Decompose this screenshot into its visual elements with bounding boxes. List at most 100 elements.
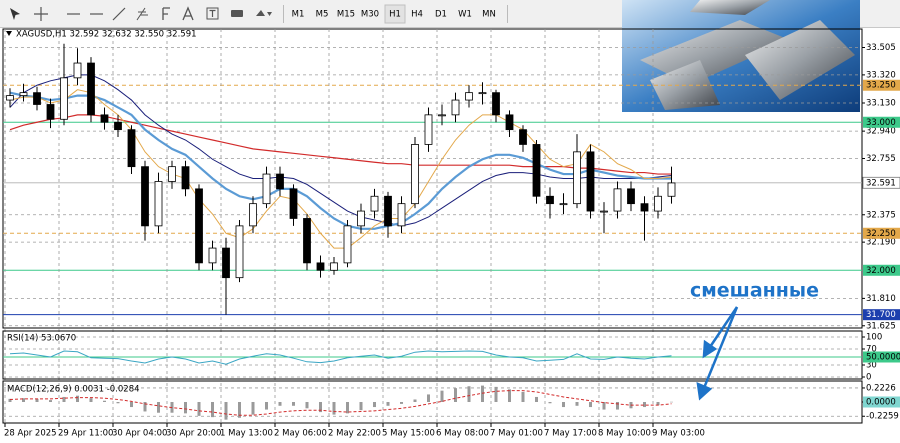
price-box-label: 31.700 <box>866 310 896 320</box>
x-tick-label: 7 May 01:00 <box>490 429 543 439</box>
candle-body <box>208 247 217 264</box>
timeframe-button[interactable]: MN <box>482 10 496 20</box>
macd-bar <box>292 402 295 406</box>
price-box <box>863 309 900 321</box>
promo-image <box>622 0 860 112</box>
text-tool[interactable] <box>182 6 194 21</box>
timeframe-button[interactable]: M30 <box>361 10 379 20</box>
macd-bar <box>224 402 228 420</box>
macd-bar <box>346 402 349 414</box>
macd-bar <box>211 402 214 418</box>
title-marker <box>6 31 12 36</box>
candle-body <box>411 144 419 205</box>
trendline-tool[interactable] <box>112 7 126 21</box>
candle-body <box>195 188 203 264</box>
candle-body <box>519 129 527 145</box>
macd-bar <box>319 402 322 413</box>
candle-body <box>451 99 460 116</box>
arrows-tool[interactable] <box>256 10 272 16</box>
candle-body <box>100 114 109 123</box>
macd-bar <box>238 402 241 418</box>
x-tick-label: 30 Apr 20:00 <box>166 429 221 439</box>
candle-body <box>505 114 514 131</box>
candle-body <box>46 104 55 120</box>
crosshair-tool[interactable] <box>34 7 48 21</box>
macd-bar <box>265 402 268 410</box>
macd-bar <box>467 386 471 402</box>
x-tick-label: 6 May 08:00 <box>436 429 489 439</box>
annotation: смешанные <box>690 280 819 302</box>
macd-bar <box>89 398 93 402</box>
price-box-label: 0.0000 <box>866 398 896 408</box>
macd-bar <box>62 396 66 402</box>
candle-body <box>667 182 676 197</box>
panel-frame <box>2 28 863 329</box>
y-tick-label: 0.2226 <box>866 383 896 393</box>
label-tool[interactable] <box>206 7 219 20</box>
macd-bar <box>103 400 106 402</box>
candle-body <box>60 77 68 120</box>
price-box-label: 50.0000 <box>866 353 900 363</box>
arrow <box>708 306 739 348</box>
y-tick-label: 32.375 <box>866 210 896 220</box>
candle-body <box>33 92 41 105</box>
x-tick-label: 2 May 22:00 <box>328 429 381 439</box>
arrow-head <box>696 382 713 401</box>
timeframe-button[interactable]: H1 <box>389 10 401 20</box>
x-tick-label: 7 May 17:00 <box>544 429 597 439</box>
x-tick-label: 30 Apr 04:00 <box>112 429 167 439</box>
moving-average <box>9 89 672 249</box>
x-tick-label: 1 May 13:00 <box>220 429 273 439</box>
candle-body <box>438 114 446 117</box>
candle-body <box>586 151 595 212</box>
candle-body <box>127 129 136 168</box>
y-tick-label: 70 <box>866 345 877 355</box>
fibo-tool[interactable] <box>162 7 170 20</box>
macd-bar <box>562 402 565 408</box>
price-box <box>863 351 900 363</box>
timeframe-button[interactable]: M15 <box>337 10 355 20</box>
y-tick-label: 100 <box>866 333 882 343</box>
active-timeframe <box>384 4 406 24</box>
price-box-label: 33.250 <box>866 81 896 91</box>
moving-average <box>9 91 672 230</box>
cursor-tool[interactable] <box>10 8 20 20</box>
timeframe-button[interactable]: M5 <box>316 10 329 20</box>
candle-body <box>316 262 325 271</box>
shapes-tool[interactable] <box>231 10 243 17</box>
macd-bar <box>616 402 619 410</box>
candle-body <box>424 114 433 145</box>
timeframe-button[interactable]: W1 <box>458 10 472 20</box>
macd-bar <box>197 402 201 416</box>
candle-body <box>600 210 608 213</box>
macd-bar <box>427 394 430 402</box>
y-tick-label: -0.2259 <box>866 412 899 422</box>
timeframe-button[interactable]: D1 <box>435 10 447 20</box>
macd-bar <box>251 402 255 415</box>
macd-bar <box>548 402 552 404</box>
macd-bar <box>656 402 660 406</box>
macd-bar <box>116 402 120 404</box>
macd-bar <box>332 402 336 415</box>
candle-body <box>370 195 379 212</box>
candle-body <box>303 218 311 264</box>
macd-bar <box>400 402 403 404</box>
x-tick-label: 2 May 06:00 <box>274 429 327 439</box>
candle-body <box>492 92 500 116</box>
candle-body <box>613 188 622 212</box>
timeframe-button[interactable]: M1 <box>292 10 305 20</box>
macd-bar <box>22 398 25 402</box>
y-tick-label: 31.625 <box>866 321 896 331</box>
timeframe-button[interactable]: H4 <box>411 10 423 20</box>
y-tick-label: 33.320 <box>866 70 896 80</box>
macd-bar <box>440 390 444 402</box>
price-box <box>863 227 900 239</box>
x-tick-label: 8 May 10:00 <box>598 429 651 439</box>
channel-tool[interactable] <box>136 7 148 21</box>
image-bar <box>690 0 770 15</box>
chart-title: XAGUSD,H1 32.592 32.632 32.550 32.591 <box>16 30 197 40</box>
macd-bar <box>589 402 592 408</box>
macd-bar <box>602 402 606 410</box>
moving-average <box>9 74 672 227</box>
macd-bar <box>157 402 160 413</box>
